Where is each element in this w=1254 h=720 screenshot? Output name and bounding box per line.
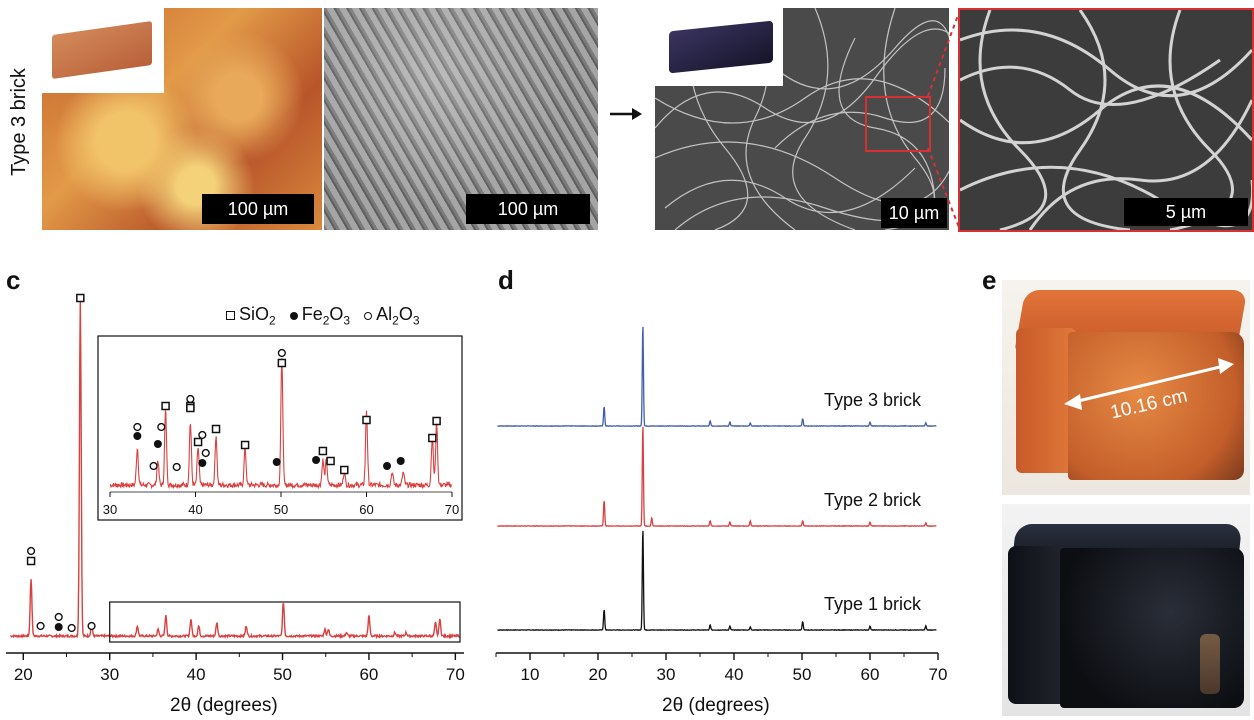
sio2-marker	[326, 456, 335, 466]
fe2o3-marker	[198, 459, 207, 467]
legend-fe2o3: Fe2O3	[289, 304, 350, 328]
sio2-marker	[26, 556, 36, 566]
x-tick-label-d: 10	[521, 665, 540, 684]
x-tick-label-d: 70	[929, 665, 948, 684]
al2o3-marker	[186, 394, 195, 404]
filled-circle-icon	[289, 311, 298, 320]
x-tick-label-d: 40	[725, 665, 744, 684]
sio2-marker	[432, 416, 441, 426]
al2o3-marker	[26, 546, 36, 556]
x-tick-label-c: 30	[100, 665, 119, 684]
panel-letter-c: c	[6, 265, 21, 295]
al2o3-marker	[36, 621, 45, 631]
sio2-marker	[193, 437, 203, 447]
al2o3-marker	[201, 448, 210, 458]
series-label-d: Type 3 brick	[824, 390, 922, 410]
zoom-region-box	[865, 96, 931, 152]
fe2o3-marker	[312, 456, 321, 464]
xrd-trace-d-1	[497, 326, 937, 428]
scalebar-1: 100 µm	[202, 194, 314, 224]
fe2o3-marker	[133, 432, 142, 440]
x-tick-label-c: 70	[446, 665, 465, 684]
sio2-marker	[428, 433, 437, 443]
x-tick-label-d: 30	[657, 665, 676, 684]
sem-micrograph-brick: 100 µm	[324, 8, 598, 230]
zoom-connector	[927, 9, 961, 231]
row-label: Type 3 brick	[8, 68, 30, 176]
series-label-d: Type 1 brick	[824, 594, 922, 614]
open-circle-icon	[364, 311, 373, 320]
sio2-marker	[318, 446, 328, 456]
inset-tick-label: 60	[359, 502, 373, 517]
scalebar-3: 10 µm	[881, 198, 947, 228]
al2o3-marker	[133, 422, 142, 432]
scalebar-2: 100 µm	[466, 194, 590, 224]
al2o3-marker	[149, 461, 158, 471]
black-brick-photo	[655, 8, 783, 86]
sem-zoom-fibers: 5 µm	[958, 8, 1254, 232]
x-axis-label-d: 2θ (degrees)	[662, 695, 770, 716]
scalebar-4: 5 µm	[1124, 198, 1248, 226]
xrd-trace-c	[10, 300, 460, 640]
fe2o3-marker	[383, 462, 392, 470]
xrd-trace-d-3	[497, 530, 937, 632]
al2o3-marker	[172, 462, 181, 472]
x-tick-label-c: 60	[359, 665, 378, 684]
al2o3-marker	[277, 348, 286, 358]
sio2-marker	[340, 465, 349, 475]
sem-micrograph-fibers: 10 µm	[655, 8, 949, 230]
x-tick-label-d: 50	[793, 665, 812, 684]
optical-micrograph: 100 µm	[42, 8, 322, 230]
legend-c: SiO2 Fe2O3 Al2O3	[226, 304, 420, 328]
sio2-marker	[211, 424, 221, 434]
sio2-marker	[362, 415, 371, 425]
inset-tick-label: 70	[445, 502, 459, 517]
arrow-icon	[610, 108, 642, 120]
red-brick-photo-large: 10.16 cm	[1002, 280, 1250, 495]
xrd-trace-d-2	[497, 426, 937, 528]
al2o3-marker	[157, 422, 166, 432]
sio2-marker	[161, 401, 170, 411]
inset-tick-label: 50	[274, 502, 288, 517]
xrd-trace-inset	[109, 358, 453, 490]
legend-sio2: SiO2	[226, 304, 276, 328]
xrd-chart-d: Type 3 brick Type 2 brick Type 1 brick 10 20…	[495, 326, 948, 684]
x-tick-label-c: 20	[14, 665, 33, 684]
xrd-chart-c: 20 30 40 50 60 70 30 40 50 60 70	[6, 293, 465, 684]
inset-tick-label: 40	[188, 502, 202, 517]
sio2-marker	[186, 403, 195, 413]
sio2-marker	[277, 358, 287, 368]
al2o3-marker	[87, 621, 96, 631]
panel-letter-e: e	[982, 265, 997, 295]
x-tick-label-c: 40	[187, 665, 206, 684]
sio2-marker	[240, 440, 250, 450]
x-tick-label-d: 60	[861, 665, 880, 684]
red-brick-photo	[42, 8, 164, 93]
zoom-box-c	[109, 601, 461, 643]
fe2o3-marker	[396, 457, 405, 465]
fe2o3-marker	[272, 458, 281, 466]
panel-letter-d: d	[498, 265, 514, 295]
x-tick-label-c: 50	[273, 665, 292, 684]
series-label-d: Type 2 brick	[824, 490, 922, 510]
square-marker-icon	[226, 311, 235, 321]
al2o3-marker	[54, 612, 63, 622]
sio2-marker	[76, 293, 85, 303]
x-tick-label-d: 20	[589, 665, 608, 684]
al2o3-marker	[198, 430, 207, 440]
inset-tick-label: 30	[103, 502, 117, 517]
al2o3-marker	[67, 623, 76, 633]
x-axis-label-c: 2θ (degrees)	[170, 695, 278, 716]
legend-al2o3: Al2O3	[364, 304, 420, 328]
fe2o3-marker	[153, 440, 162, 448]
fe2o3-marker	[54, 623, 63, 631]
black-brick-photo-large	[1002, 504, 1250, 716]
